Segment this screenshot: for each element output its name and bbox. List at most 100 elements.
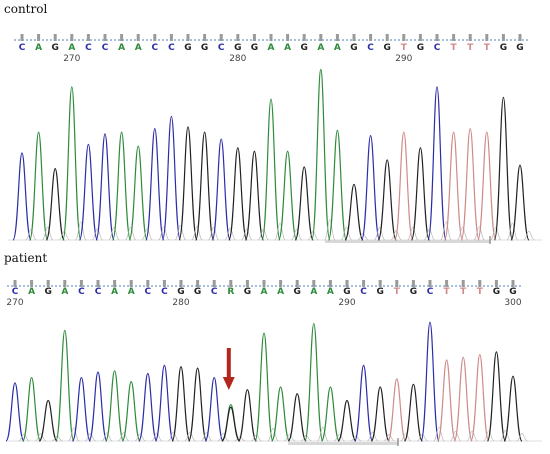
base-call-letter: A (284, 43, 291, 53)
base-tick (319, 34, 323, 41)
chromatogram-peak (62, 86, 82, 241)
chromatogram-peak (403, 383, 423, 442)
chromatogram-peak (71, 376, 91, 442)
base-tick (229, 280, 233, 287)
chromatogram-peak (344, 183, 364, 241)
background-trace (523, 230, 535, 241)
base-call-letter: G (45, 287, 52, 297)
chromatogram-peak (244, 150, 264, 241)
background-trace (490, 226, 502, 241)
base-call-letter: T (477, 287, 484, 297)
base-tick (46, 280, 50, 287)
chromatogram-peak (204, 376, 224, 442)
quality-bar (288, 442, 398, 445)
chromatogram-peak (128, 145, 148, 241)
base-tick (70, 34, 74, 41)
background-trace (367, 431, 379, 442)
background-trace (440, 221, 452, 241)
base-tick (96, 280, 100, 287)
chromatogram-peak (470, 353, 490, 442)
base-tick (269, 34, 273, 41)
position-label: 280 (229, 54, 246, 64)
base-tick (362, 280, 366, 287)
base-tick (418, 34, 422, 41)
base-tick (203, 34, 207, 41)
base-tick (53, 34, 57, 41)
chromatogram-peak (510, 164, 530, 241)
base-tick (345, 280, 349, 287)
background-trace (291, 229, 303, 241)
base-tick (63, 280, 67, 287)
chromatogram-peak (188, 367, 208, 442)
chromatogram-peak (394, 131, 414, 241)
background-trace (217, 433, 229, 442)
background-trace (333, 434, 345, 442)
chromatogram-peak (453, 356, 473, 442)
base-call-letter: A (61, 287, 68, 297)
chromatogram-peak (178, 126, 198, 241)
position-label: 300 (504, 298, 521, 308)
base-call-letter: A (261, 287, 268, 297)
background-trace (118, 432, 130, 442)
base-tick (468, 34, 472, 41)
base-call-letter: C (19, 43, 26, 53)
chromatogram-peak (161, 115, 181, 241)
base-call-letter: T (460, 287, 467, 297)
base-tick (352, 34, 356, 41)
base-call-letter: C (78, 287, 85, 297)
chromatogram-peak (228, 147, 248, 241)
base-call-letter: C (168, 43, 175, 53)
chromatogram-peak (171, 366, 191, 442)
background-trace (317, 426, 329, 442)
base-call-letter: G (410, 287, 417, 297)
chromatogram-peak (261, 98, 281, 241)
base-tick (79, 280, 83, 287)
base-call-letter: G (177, 287, 184, 297)
background-trace (257, 229, 269, 241)
base-call-letter: C (360, 287, 367, 297)
background-trace (35, 433, 47, 442)
base-call-letter: A (68, 43, 75, 53)
base-tick (511, 280, 515, 287)
base-call-letter: A (310, 287, 317, 297)
base-call-letter: C (144, 287, 151, 297)
background-trace (506, 222, 519, 241)
base-call-letter: G (350, 43, 357, 53)
chromatogram-peak (88, 371, 108, 442)
base-call-letter: A (28, 287, 35, 297)
chromatogram-peak (377, 159, 397, 241)
chromatogram-peak (387, 378, 407, 442)
background-trace (499, 430, 511, 442)
background-trace (400, 433, 412, 442)
quality-bar (325, 240, 490, 243)
base-tick (262, 280, 266, 287)
chromatogram-peak (38, 399, 58, 442)
base-call-letter: T (451, 43, 458, 53)
base-tick (86, 34, 90, 41)
base-tick (236, 34, 240, 41)
background-trace (390, 230, 402, 241)
chromatogram-peak (271, 386, 291, 442)
base-call-letter: G (301, 43, 308, 53)
chromatogram-peak (5, 382, 25, 442)
base-call-letter: C (151, 43, 158, 53)
chromatogram-peak (311, 68, 331, 241)
base-call-letter: G (294, 287, 301, 297)
background-trace (516, 432, 528, 442)
base-call-letter: A (111, 287, 118, 297)
base-tick (461, 280, 465, 287)
chromatogram-peak (78, 143, 98, 241)
background-trace (167, 431, 179, 442)
base-tick (501, 34, 505, 41)
background-trace (450, 430, 462, 442)
chromatogram-peak (320, 386, 340, 442)
base-call-letter: C (102, 43, 109, 53)
base-call-letter: R (227, 287, 234, 297)
base-call-letter: G (184, 43, 191, 53)
chromatogram-peak (410, 147, 430, 241)
chromatogram-peak (254, 332, 274, 442)
position-label: 290 (338, 298, 355, 308)
base-call-letter: T (401, 43, 408, 53)
base-call-letter: G (251, 43, 258, 53)
base-call-letter: A (327, 287, 334, 297)
